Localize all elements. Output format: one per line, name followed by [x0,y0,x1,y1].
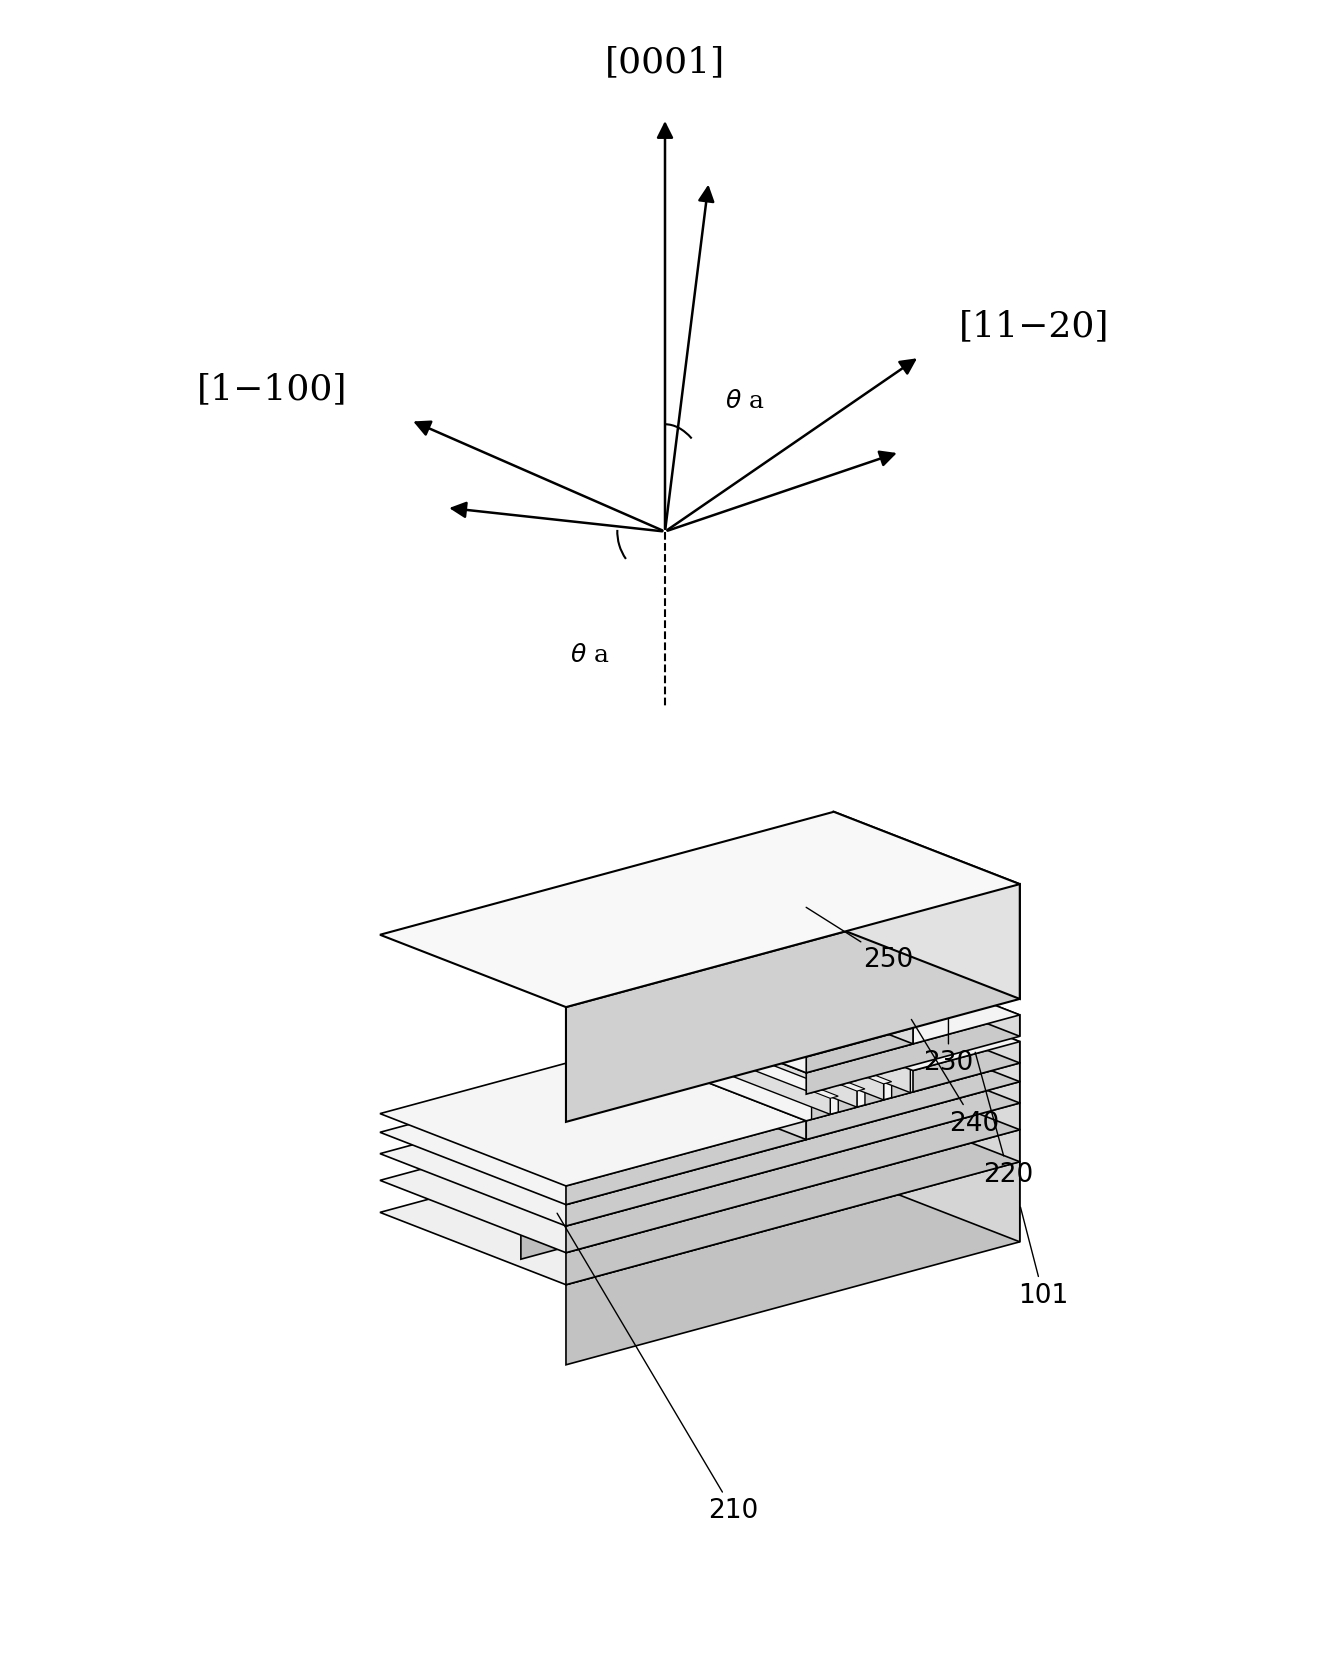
Polygon shape [591,1163,628,1231]
Polygon shape [728,970,1020,1071]
Polygon shape [806,1063,1020,1140]
Polygon shape [698,1001,883,1101]
Polygon shape [830,1097,838,1115]
Polygon shape [620,1049,806,1140]
Polygon shape [521,1177,628,1259]
Polygon shape [806,1015,1020,1094]
Polygon shape [380,1058,1020,1253]
Polygon shape [698,1010,891,1084]
Text: 101: 101 [1017,1208,1068,1307]
Text: [0001]: [0001] [605,45,725,79]
Polygon shape [728,957,912,1044]
Polygon shape [380,1031,1020,1226]
Polygon shape [567,1130,1020,1284]
Text: [1−100]: [1−100] [197,372,347,405]
Polygon shape [620,943,1020,1072]
Polygon shape [380,1089,1020,1284]
Polygon shape [834,943,1020,1036]
Polygon shape [484,1163,628,1206]
Text: 210: 210 [557,1213,758,1523]
Polygon shape [567,1104,1020,1253]
Polygon shape [834,991,1020,1082]
Polygon shape [834,1058,1020,1162]
Polygon shape [670,1016,865,1091]
Text: 240: 240 [911,1019,999,1135]
Polygon shape [567,1082,1020,1226]
Text: $\theta$ a: $\theta$ a [725,389,765,412]
Polygon shape [652,1008,857,1086]
Polygon shape [883,1082,891,1101]
Text: 220: 220 [975,1053,1033,1188]
Polygon shape [706,1010,891,1097]
Text: 230: 230 [923,1018,974,1076]
Polygon shape [834,1010,1020,1104]
Polygon shape [644,1024,838,1099]
Polygon shape [806,1028,912,1072]
Polygon shape [567,884,1020,1122]
Polygon shape [620,991,1020,1120]
Polygon shape [652,1024,838,1112]
Text: [11−20]: [11−20] [959,309,1109,343]
Polygon shape [725,995,910,1092]
Polygon shape [834,1089,1020,1243]
Polygon shape [838,1081,857,1112]
Polygon shape [644,1016,830,1115]
Polygon shape [678,1016,865,1106]
Polygon shape [834,970,1020,1063]
Text: $\theta$ a: $\theta$ a [569,644,609,667]
Polygon shape [380,1010,1020,1205]
Polygon shape [670,1008,857,1107]
Polygon shape [567,1120,806,1205]
Polygon shape [891,1066,910,1097]
Polygon shape [706,995,910,1071]
Polygon shape [380,1049,806,1187]
Polygon shape [912,1043,1020,1092]
Polygon shape [620,957,912,1058]
Polygon shape [834,813,1020,1000]
Polygon shape [864,1074,883,1106]
Polygon shape [811,1087,830,1120]
Polygon shape [380,813,1020,1008]
Polygon shape [857,1089,864,1107]
Text: 250: 250 [806,907,914,973]
Polygon shape [834,1031,1020,1130]
Polygon shape [567,1162,1020,1365]
Polygon shape [625,1016,830,1092]
Polygon shape [678,1001,883,1079]
